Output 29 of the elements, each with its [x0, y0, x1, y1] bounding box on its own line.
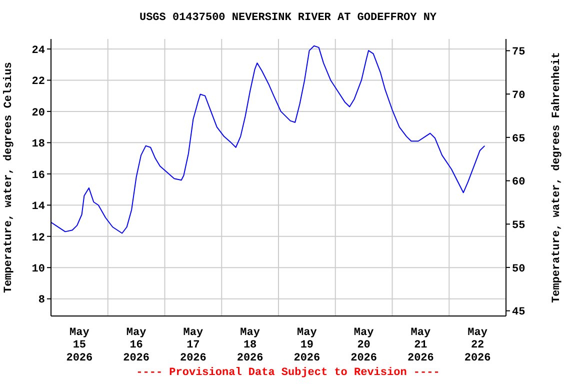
y-tick-label: 12: [32, 232, 45, 244]
y-tick-label: 24: [32, 44, 46, 57]
x-tick-label: May 20 2026: [350, 327, 378, 364]
y-tick-label: 14: [32, 201, 46, 214]
y-tick-label: 8: [38, 294, 46, 307]
y2-tick-label: 60: [512, 176, 526, 189]
y2-tick-label: 65: [512, 133, 526, 146]
y-tick-label: 18: [32, 138, 46, 151]
line-series: [51, 45, 486, 234]
x-tick-label: May 22 2026: [464, 327, 491, 364]
y2-tick-label: 75: [512, 46, 526, 59]
x-tick-label: May 21 2026: [407, 327, 434, 364]
chart-title: USGS 01437500 NEVERSINK RIVER AT GODEFFROY NY: [138, 12, 438, 24]
x-tick-label: May 17 2026: [180, 327, 206, 364]
y2-axis-title: Temperature, water, degrees Fahrenheit: [550, 52, 563, 303]
y-axis-title: Temperature, water, degrees Celsius: [2, 62, 15, 294]
y-tick-label: 10: [32, 264, 45, 276]
y-tick-label: 22: [32, 76, 45, 88]
x-tick-label: May 18 2026: [236, 327, 264, 364]
y2-tick-label: 50: [512, 263, 526, 276]
y-tick-label: 20: [32, 107, 45, 120]
x-tick-label: May 15 2026: [66, 327, 93, 364]
y-tick-label: 16: [32, 170, 45, 182]
x-tick-label: May 19 2026: [294, 327, 320, 364]
y2-tick-label: 70: [512, 90, 526, 102]
text: ---- Provisional Data Subject to Revision ----: [135, 367, 441, 379]
x-tick-label: May 16 2026: [123, 327, 150, 364]
y2-tick-label: 45: [512, 306, 526, 319]
y2-tick-label: 55: [512, 220, 526, 232]
